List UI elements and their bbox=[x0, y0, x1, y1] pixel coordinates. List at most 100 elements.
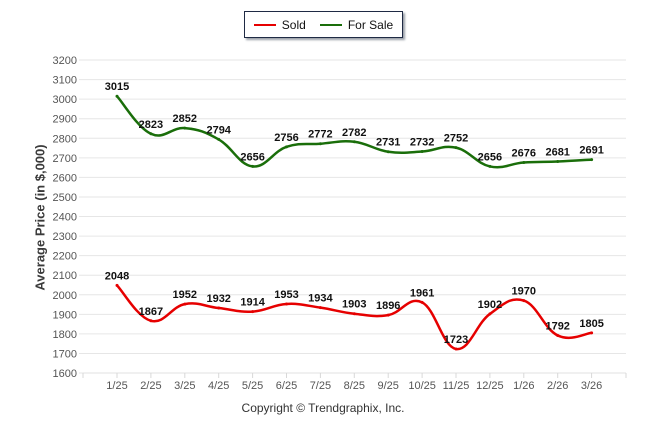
x-tick-label: 8/25 bbox=[344, 380, 365, 392]
data-point-sold bbox=[285, 302, 288, 306]
data-point-sold bbox=[183, 302, 187, 306]
x-tick-label: 2/26 bbox=[547, 380, 568, 392]
copyright-text: Copyright © Trendgraphix, Inc. bbox=[241, 401, 405, 415]
data-point-for-sale bbox=[115, 94, 119, 98]
data-point-sold bbox=[488, 312, 492, 316]
data-label-for-sale: 2782 bbox=[342, 127, 366, 139]
y-tick-label: 1900 bbox=[53, 309, 77, 321]
y-tick-label: 1800 bbox=[53, 329, 77, 341]
data-point-sold bbox=[454, 347, 458, 351]
data-label-sold: 1903 bbox=[342, 299, 366, 311]
data-label-for-sale: 2656 bbox=[240, 151, 264, 163]
y-tick-label: 2900 bbox=[53, 114, 77, 126]
series-lines bbox=[115, 94, 594, 351]
data-label-for-sale: 2656 bbox=[478, 151, 502, 163]
data-point-sold bbox=[352, 312, 356, 316]
x-tick-label: 12/25 bbox=[476, 380, 504, 392]
data-point-sold bbox=[318, 306, 322, 310]
data-point-sold bbox=[386, 313, 390, 317]
y-tick-label: 2400 bbox=[53, 212, 77, 224]
data-point-for-sale bbox=[285, 145, 288, 149]
data-label-for-sale: 2772 bbox=[308, 129, 332, 141]
data-point-for-sale bbox=[386, 150, 390, 154]
chart-legend: Sold For Sale bbox=[244, 11, 403, 38]
legend-swatch-sold bbox=[253, 23, 276, 26]
data-point-for-sale bbox=[183, 126, 187, 130]
x-tick-label: 3/25 bbox=[174, 380, 195, 392]
data-label-for-sale: 2823 bbox=[139, 119, 163, 131]
data-point-for-sale bbox=[251, 164, 255, 168]
y-tick-label: 2200 bbox=[53, 251, 77, 263]
data-label-for-sale: 2752 bbox=[444, 133, 468, 145]
data-label-for-sale: 2852 bbox=[173, 113, 197, 125]
y-tick-label: 2500 bbox=[53, 192, 77, 204]
data-label-sold: 1970 bbox=[512, 286, 536, 298]
data-point-sold bbox=[217, 306, 221, 310]
data-label-sold: 1932 bbox=[206, 293, 230, 305]
data-label-for-sale: 2681 bbox=[545, 147, 569, 159]
y-tick-label: 2600 bbox=[53, 172, 77, 184]
data-point-for-sale bbox=[590, 158, 594, 162]
data-label-for-sale: 2731 bbox=[376, 137, 400, 149]
y-tick-label: 1600 bbox=[53, 368, 77, 380]
data-label-for-sale: 2732 bbox=[410, 137, 434, 149]
x-tick-label: 11/25 bbox=[443, 380, 470, 392]
y-tick-label: 3100 bbox=[53, 75, 77, 87]
legend-item-sold[interactable]: Sold bbox=[253, 17, 306, 32]
data-label-sold: 1896 bbox=[376, 300, 400, 312]
x-tick-label: 1/26 bbox=[513, 380, 534, 392]
x-tick-label: 6/25 bbox=[276, 380, 297, 392]
legend-item-for-sale[interactable]: For Sale bbox=[319, 17, 394, 32]
data-point-sold bbox=[522, 299, 526, 303]
data-point-sold bbox=[556, 333, 560, 337]
data-label-sold: 1792 bbox=[545, 320, 569, 332]
data-point-for-sale bbox=[352, 140, 356, 144]
data-point-sold bbox=[251, 310, 255, 314]
data-point-for-sale bbox=[454, 146, 458, 150]
x-axis-ticks: 1/25 2/25 3/25 4/25 5/25 6/25 7/25 8/25 9/25 10/2… bbox=[82, 372, 627, 392]
y-tick-label: 2100 bbox=[53, 270, 77, 282]
y-tick-label: 2000 bbox=[53, 290, 77, 302]
data-point-sold bbox=[115, 283, 119, 287]
y-tick-label: 2700 bbox=[53, 153, 77, 165]
data-point-for-sale bbox=[488, 164, 492, 168]
data-point-for-sale bbox=[420, 150, 424, 154]
data-label-sold: 1953 bbox=[274, 289, 298, 301]
data-label-for-sale: 3015 bbox=[105, 81, 129, 93]
y-tick-label: 1700 bbox=[53, 348, 77, 360]
legend-label-sold: Sold bbox=[281, 17, 306, 32]
data-label-sold: 1902 bbox=[478, 299, 502, 311]
y-tick-label: 3200 bbox=[53, 55, 77, 67]
y-tick-label: 2800 bbox=[53, 133, 77, 145]
data-point-sold bbox=[590, 331, 594, 335]
x-tick-label: 2/25 bbox=[140, 380, 161, 392]
x-tick-label: 9/25 bbox=[377, 380, 398, 392]
y-tick-label: 3000 bbox=[53, 94, 77, 106]
data-label-sold: 1723 bbox=[444, 334, 468, 346]
x-tick-label: 7/25 bbox=[310, 380, 331, 392]
data-labels: 2048 1867 1952 1932 1914 1953 1934 1903 1896 1961… bbox=[105, 81, 604, 346]
data-point-for-sale bbox=[149, 132, 153, 136]
data-label-for-sale: 2756 bbox=[274, 132, 298, 144]
y-axis-label: Average Price (in $,000) bbox=[32, 144, 48, 291]
data-point-for-sale bbox=[556, 160, 560, 164]
x-tick-label: 4/25 bbox=[208, 380, 229, 392]
data-point-sold bbox=[149, 319, 153, 323]
data-point-for-sale bbox=[522, 161, 526, 165]
x-tick-label: 5/25 bbox=[242, 380, 263, 392]
legend-label-for-sale: For Sale bbox=[347, 17, 394, 32]
data-label-sold: 1914 bbox=[240, 297, 265, 309]
x-tick-label: 10/25 bbox=[408, 380, 436, 392]
data-label-for-sale: 2794 bbox=[206, 124, 231, 136]
data-label-sold: 1867 bbox=[139, 306, 163, 318]
data-label-sold: 2048 bbox=[105, 270, 129, 282]
x-tick-label: 3/26 bbox=[581, 380, 602, 392]
data-label-sold: 1952 bbox=[173, 289, 197, 301]
data-label-sold: 1961 bbox=[410, 287, 434, 299]
data-point-for-sale bbox=[217, 137, 221, 141]
data-label-for-sale: 2691 bbox=[579, 145, 603, 157]
gridlines bbox=[79, 59, 626, 374]
data-label-for-sale: 2676 bbox=[512, 148, 536, 160]
x-tick-label: 1/25 bbox=[106, 380, 127, 392]
